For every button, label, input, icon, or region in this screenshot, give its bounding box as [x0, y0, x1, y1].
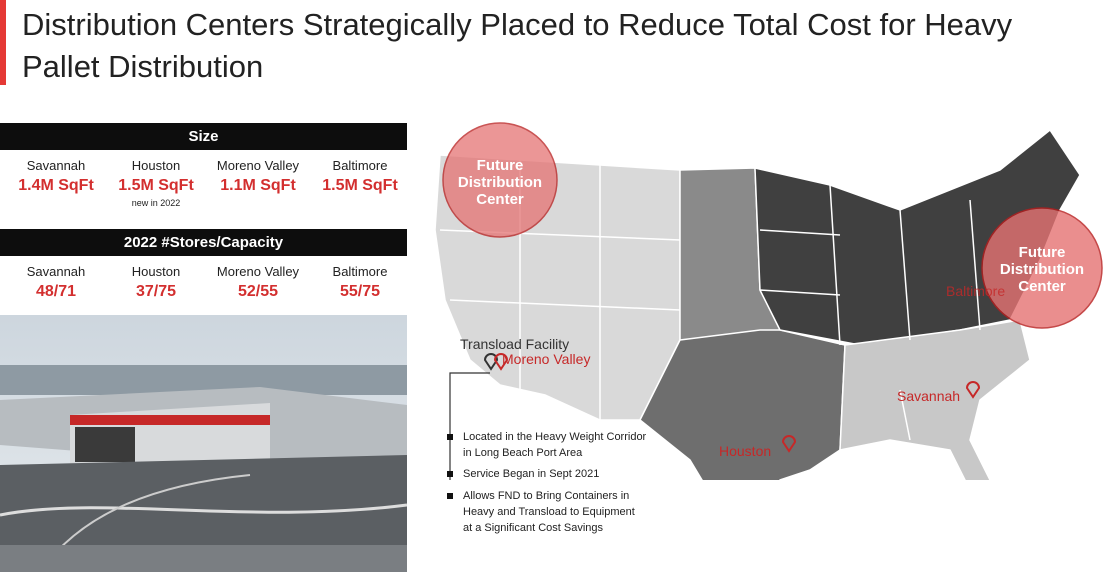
location-name: Moreno Valley: [216, 264, 300, 279]
savannah-label: Savannah: [897, 388, 961, 404]
future-center-west: Future Distribution Center: [457, 157, 543, 208]
warehouse-photo: [0, 315, 407, 572]
location-value: 1.4M SqFt: [18, 177, 94, 194]
location-name: Baltimore: [332, 264, 388, 279]
location-name: Savannah: [26, 158, 86, 173]
bullet-marker: [447, 434, 453, 440]
slide-title: Distribution Centers Strategically Place…: [22, 7, 1013, 84]
location-name: Houston: [131, 264, 181, 279]
bullet: Service Began in Sept 2021: [463, 468, 600, 480]
bullet: Located in the Heavy Weight Corridor in …: [463, 431, 647, 459]
moreno-valley-label: Moreno Valley: [502, 351, 591, 367]
location-value: 55/75: [339, 283, 381, 300]
location-value: 37/75: [135, 283, 177, 300]
bullet-marker: [447, 493, 453, 499]
future-center-east: Future Distribution Center: [999, 244, 1085, 295]
location-name: Savannah: [26, 264, 86, 279]
location-name: Moreno Valley: [216, 158, 300, 173]
location-value: 1.1M SqFt: [220, 177, 296, 194]
location-value: 1.5M SqFt: [118, 177, 194, 194]
location-value: 52/55: [237, 283, 279, 300]
accent-bar: [0, 0, 6, 85]
houston-label: Houston: [719, 443, 772, 459]
bullet-marker: [447, 471, 453, 477]
us-map: [434, 122, 1103, 480]
location-name: Baltimore: [332, 158, 388, 173]
stores-heading: 2022 #Stores/Capacity: [0, 229, 407, 256]
location-value: 48/71: [35, 283, 77, 300]
location-name: Houston: [131, 158, 181, 173]
size-heading: Size: [0, 123, 407, 150]
bullet: Allows FND to Bring Containers in Heavy …: [463, 490, 635, 534]
transload-label: Transload Facility: [460, 336, 570, 352]
baltimore-label: Baltimore: [946, 283, 1006, 299]
location-note: new in 2022: [131, 198, 181, 208]
location-value: 1.5M SqFt: [322, 177, 398, 194]
